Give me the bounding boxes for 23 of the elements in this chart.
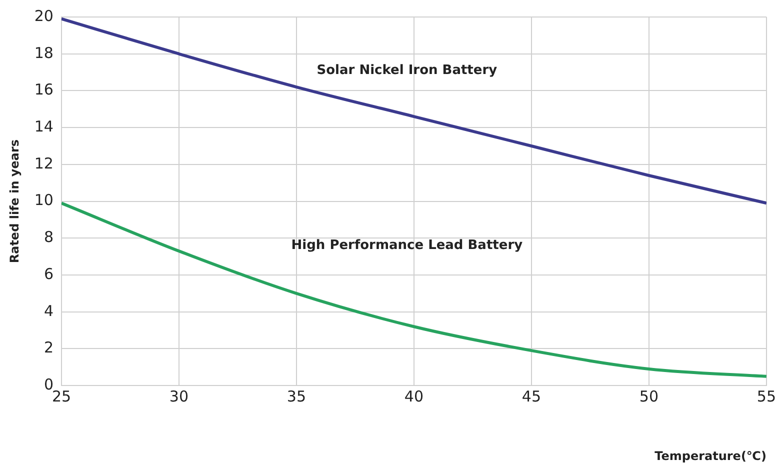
y-tick-label: 8 [44,228,54,246]
y-tick-label: 2 [44,338,54,357]
y-tick-label: 18 [34,44,54,62]
y-tick-label: 12 [34,154,54,172]
x-tick-label: 25 [52,387,72,406]
x-tick-label: 50 [639,387,659,406]
y-tick-label: 20 [34,6,54,25]
y-tick-label: 6 [44,264,54,283]
line-series [61,202,766,378]
x-axis-title: Temperature(℃) [654,448,766,463]
x-tick-label: 45 [522,387,542,406]
x-tick-label: 40 [404,387,424,406]
y-tick-label: 0 [44,375,54,394]
y-tick-label: 14 [34,117,54,136]
x-tick-label: 30 [169,387,189,406]
series-label: Solar Nickel Iron Battery [316,63,498,78]
text: High Performance Lead Battery [291,238,524,253]
x-tick-label: 35 [286,387,306,406]
y-tick-label: 16 [34,80,54,99]
y-tick-label: 4 [44,302,54,320]
x-tick-label: 55 [756,387,776,406]
y-tick-label: 10 [34,191,54,210]
y-axis-title: Rated life in years [7,139,22,264]
